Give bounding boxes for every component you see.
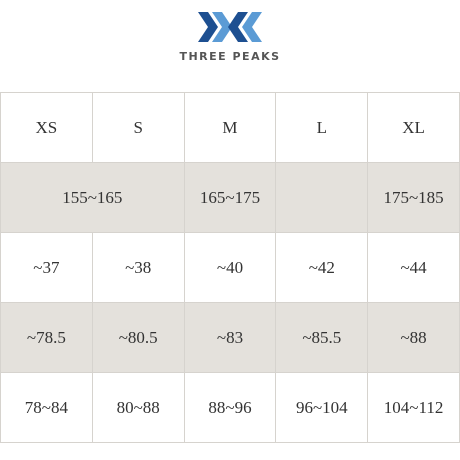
table-cell: 80~88 bbox=[91, 372, 185, 443]
table-cell: ~80.5 bbox=[91, 302, 185, 373]
table-cell: ~44 bbox=[367, 232, 460, 303]
table-cell: 88~96 bbox=[183, 372, 277, 443]
table-row: ~37 ~38 ~40 ~42 ~44 bbox=[0, 232, 460, 303]
table-cell: 155~165 bbox=[0, 162, 185, 233]
table-cell: ~85.5 bbox=[275, 302, 369, 373]
logo bbox=[198, 12, 262, 42]
header-cell: L bbox=[275, 92, 369, 163]
table-cell: 104~112 bbox=[367, 372, 460, 443]
table-row: 155~165 165~175 175~185 bbox=[0, 162, 460, 233]
table-cell: ~88 bbox=[367, 302, 460, 373]
table-cell: ~78.5 bbox=[0, 302, 93, 373]
size-table: XS S M L XL 155~165 165~175 175~185 ~37 … bbox=[0, 92, 460, 443]
table-cell: 175~185 bbox=[367, 162, 460, 233]
table-cell: ~42 bbox=[275, 232, 369, 303]
header-cell: S bbox=[91, 92, 185, 163]
table-cell: 96~104 bbox=[275, 372, 369, 443]
brand-name: THREE PEAKS bbox=[179, 50, 281, 63]
table-cell: ~40 bbox=[183, 232, 277, 303]
table-row: XS S M L XL bbox=[0, 92, 460, 163]
table-cell: ~83 bbox=[183, 302, 277, 373]
header-cell: M bbox=[183, 92, 277, 163]
table-cell: ~37 bbox=[0, 232, 93, 303]
table-cell: 78~84 bbox=[0, 372, 93, 443]
table-cell: 165~175 bbox=[183, 162, 277, 233]
header-cell: XS bbox=[0, 92, 93, 163]
table-cell bbox=[275, 162, 369, 233]
table-cell: ~38 bbox=[91, 232, 185, 303]
table-row: 78~84 80~88 88~96 96~104 104~112 bbox=[0, 372, 460, 443]
table-row: ~78.5 ~80.5 ~83 ~85.5 ~88 bbox=[0, 302, 460, 373]
header-cell: XL bbox=[367, 92, 460, 163]
